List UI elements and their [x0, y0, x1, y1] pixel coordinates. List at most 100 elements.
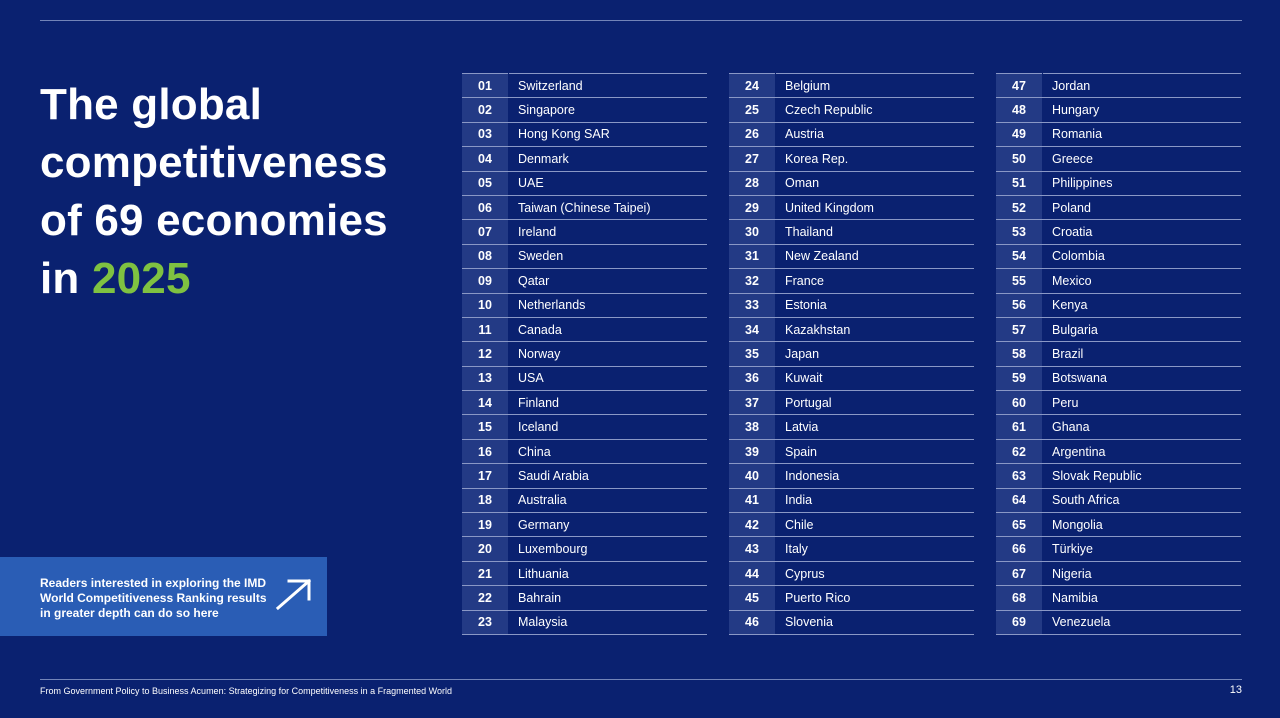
rank-number: 63	[996, 463, 1043, 489]
country-name: Luxembourg	[508, 536, 707, 562]
arrow-up-right-icon[interactable]	[274, 577, 314, 611]
country-name: United Kingdom	[775, 195, 974, 221]
country-name: Qatar	[508, 268, 707, 294]
table-row: 07 Ireland	[462, 219, 707, 245]
rank-number: 57	[996, 317, 1043, 343]
rank-number: 23	[462, 610, 509, 635]
rank-number: 69	[996, 610, 1043, 635]
table-row: 31 New Zealand	[729, 244, 974, 270]
table-row: 43 Italy	[729, 536, 974, 562]
rank-number: 26	[729, 122, 776, 148]
title-line-4-prefix: in	[40, 254, 92, 303]
rank-number: 21	[462, 561, 509, 587]
table-row: 12 Norway	[462, 341, 707, 367]
rank-number: 14	[462, 390, 509, 416]
country-name: Namibia	[1042, 585, 1241, 611]
rank-number: 38	[729, 414, 776, 440]
table-row: 37 Portugal	[729, 390, 974, 416]
rank-number: 20	[462, 536, 509, 562]
country-name: Mongolia	[1042, 512, 1241, 538]
rank-number: 24	[729, 72, 776, 99]
country-name: Bahrain	[508, 585, 707, 611]
page-number: 13	[1229, 684, 1242, 696]
country-name: Indonesia	[775, 463, 974, 489]
table-row: 61 Ghana	[996, 414, 1241, 440]
country-name: Denmark	[508, 146, 707, 172]
country-name: Sweden	[508, 244, 707, 270]
rank-number: 54	[996, 244, 1043, 270]
country-name: Oman	[775, 171, 974, 196]
rank-number: 45	[729, 585, 776, 611]
rank-number: 34	[729, 317, 776, 343]
rank-number: 64	[996, 488, 1043, 514]
rank-number: 29	[729, 195, 776, 221]
table-row: 68 Namibia	[996, 585, 1241, 611]
cta-link-box[interactable]: Readers interested in exploring the IMD …	[0, 557, 327, 636]
rank-number: 30	[729, 219, 776, 245]
table-row: 20 Luxembourg	[462, 536, 707, 562]
table-row: 50 Greece	[996, 146, 1241, 172]
country-name: Venezuela	[1042, 610, 1241, 635]
rank-number: 28	[729, 171, 776, 196]
country-name: Belgium	[775, 72, 974, 99]
rank-number: 59	[996, 366, 1043, 392]
table-row: 26 Austria	[729, 122, 974, 148]
table-row: 25 Czech Republic	[729, 97, 974, 123]
country-name: Switzerland	[508, 72, 707, 99]
rank-number: 12	[462, 341, 509, 367]
rank-number: 04	[462, 146, 509, 172]
table-row: 59 Botswana	[996, 366, 1241, 392]
country-name: Korea Rep.	[775, 146, 974, 172]
rank-number: 62	[996, 439, 1043, 465]
table-row: 30 Thailand	[729, 219, 974, 245]
table-row: 14 Finland	[462, 390, 707, 416]
table-row: 15 Iceland	[462, 414, 707, 440]
table-row: 64 South Africa	[996, 488, 1241, 514]
country-name: Brazil	[1042, 341, 1241, 367]
country-name: Chile	[775, 512, 974, 538]
country-name: Argentina	[1042, 439, 1241, 465]
footer-text: From Government Policy to Business Acume…	[40, 686, 453, 696]
rank-number: 06	[462, 195, 509, 221]
rank-number: 05	[462, 171, 509, 196]
country-name: Puerto Rico	[775, 585, 974, 611]
rank-number: 56	[996, 293, 1043, 318]
rank-number: 66	[996, 536, 1043, 562]
table-row: 69 Venezuela	[996, 610, 1241, 635]
table-row: 32 France	[729, 268, 974, 294]
table-row: 39 Spain	[729, 439, 974, 465]
country-name: Philippines	[1042, 171, 1241, 196]
rank-number: 52	[996, 195, 1043, 221]
table-row: 08 Sweden	[462, 244, 707, 270]
country-name: Ghana	[1042, 414, 1241, 440]
country-name: Estonia	[775, 293, 974, 318]
country-name: Austria	[775, 122, 974, 148]
rank-number: 27	[729, 146, 776, 172]
country-name: Lithuania	[508, 561, 707, 587]
country-name: South Africa	[1042, 488, 1241, 514]
country-name: Norway	[508, 341, 707, 367]
rank-number: 10	[462, 293, 509, 318]
country-name: Ireland	[508, 219, 707, 245]
table-row: 10 Netherlands	[462, 293, 707, 318]
rank-number: 32	[729, 268, 776, 294]
table-row: 06 Taiwan (Chinese Taipei)	[462, 195, 707, 221]
ranking-table-column-2: 24 Belgium 25 Czech Republic 26 Austria 27 Kore…	[729, 72, 974, 635]
table-row: 09 Qatar	[462, 268, 707, 294]
rank-number: 39	[729, 439, 776, 465]
table-row: 67 Nigeria	[996, 561, 1241, 587]
country-name: Cyprus	[775, 561, 974, 587]
country-name: Portugal	[775, 390, 974, 416]
country-name: Slovak Republic	[1042, 463, 1241, 489]
country-name: Kenya	[1042, 293, 1241, 318]
table-row: 35 Japan	[729, 341, 974, 367]
table-row: 24 Belgium	[729, 72, 974, 99]
country-name: New Zealand	[775, 244, 974, 270]
rank-number: 25	[729, 97, 776, 123]
rank-number: 37	[729, 390, 776, 416]
country-name: Bulgaria	[1042, 317, 1241, 343]
rank-number: 43	[729, 536, 776, 562]
country-name: Jordan	[1042, 72, 1241, 99]
table-row: 11 Canada	[462, 317, 707, 343]
rank-number: 01	[462, 72, 509, 99]
